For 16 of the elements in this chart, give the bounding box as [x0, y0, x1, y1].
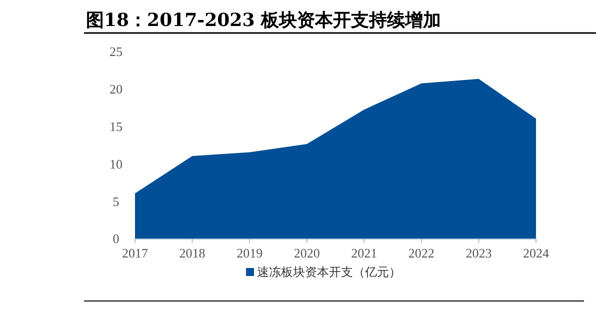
x-tick-label: 2020: [294, 246, 320, 261]
x-tick-label: 2024: [523, 246, 550, 261]
x-tick-label: 2017: [122, 246, 148, 261]
x-tick-label: 2019: [236, 246, 263, 261]
y-tick-label: 0: [112, 231, 120, 246]
x-tick-label: 2022: [408, 246, 434, 261]
y-tick-label: 15: [110, 118, 122, 134]
y-tick-label: 10: [110, 156, 122, 172]
y-tick-label: 25: [110, 44, 122, 60]
x-tick-label: 2021: [351, 246, 378, 261]
x-tick-label: 2023: [466, 246, 492, 261]
chart-title: 图18：2017-2023 板块资本开支持续增加: [86, 10, 441, 31]
legend-label: 速冻板块资本开支（亿元）: [257, 265, 401, 279]
y-tick-label: 20: [110, 82, 122, 97]
y-tick-label: 5: [112, 194, 120, 209]
x-tick-label: 2018: [179, 246, 206, 261]
